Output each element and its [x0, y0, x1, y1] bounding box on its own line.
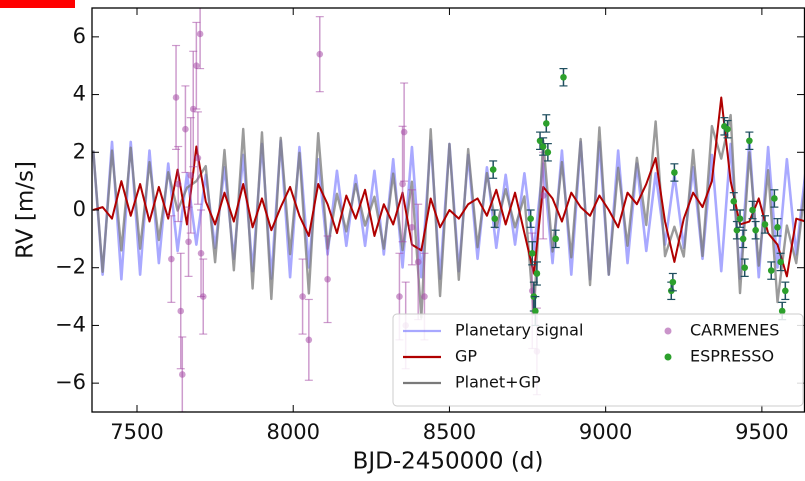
data-point — [560, 73, 567, 81]
y-tick-label: 0 — [73, 197, 86, 221]
legend-label: Planetary signal — [455, 321, 583, 340]
data-point — [671, 169, 678, 176]
data-point — [178, 371, 186, 378]
data-point — [421, 293, 428, 300]
data-point — [739, 235, 747, 243]
data-point — [408, 224, 416, 231]
data-point — [542, 120, 550, 127]
data-point — [185, 238, 192, 246]
data-point — [774, 224, 781, 231]
data-point — [400, 128, 408, 136]
data-point — [771, 195, 778, 202]
legend-marker — [664, 353, 672, 361]
y-tick-label: −4 — [55, 312, 86, 336]
data-point — [552, 235, 559, 243]
data-point — [749, 206, 756, 214]
x-tick-label: 9000 — [579, 420, 632, 444]
data-point — [724, 125, 731, 133]
data-point — [539, 192, 547, 199]
legend-label: GP — [455, 347, 477, 366]
data-point — [396, 293, 403, 300]
data-point — [782, 287, 789, 295]
data-point — [746, 137, 753, 145]
data-point — [194, 154, 202, 162]
data-point — [172, 94, 180, 101]
data-point — [489, 166, 497, 173]
data-point — [197, 249, 205, 257]
data-point — [187, 172, 195, 179]
y-axis-label: RV [m/s] — [13, 161, 39, 259]
data-point — [733, 226, 741, 234]
data-point — [491, 215, 499, 222]
legend-marker — [664, 327, 672, 335]
y-tick-label: 4 — [73, 82, 86, 106]
x-tick-label: 7500 — [110, 420, 163, 444]
data-point — [777, 258, 784, 266]
data-point — [528, 249, 536, 257]
legend-label: Planet+GP — [455, 373, 541, 392]
data-point — [736, 215, 744, 222]
data-point — [767, 267, 775, 274]
data-point — [199, 293, 207, 300]
data-point — [752, 226, 759, 234]
x-tick-label: 8500 — [423, 420, 476, 444]
data-point — [168, 255, 175, 263]
data-point — [669, 278, 677, 286]
series-line — [92, 113, 805, 319]
y-tick-label: −2 — [55, 255, 86, 279]
y-tick-label: 2 — [73, 139, 86, 163]
x-tick-label: 9500 — [735, 420, 788, 444]
data-point — [533, 270, 541, 277]
data-point — [414, 258, 422, 266]
data-point — [741, 264, 748, 272]
corner-marker — [0, 0, 75, 8]
data-point — [305, 336, 313, 344]
data-point — [174, 180, 182, 188]
data-point — [399, 180, 406, 188]
legend-label: ESPRESSO — [690, 347, 774, 366]
legend-box — [392, 313, 804, 407]
data-point — [730, 198, 738, 205]
data-point — [182, 125, 189, 133]
data-point — [177, 307, 185, 315]
data-point — [193, 62, 200, 70]
data-point — [196, 30, 204, 38]
data-point — [536, 137, 544, 145]
x-axis-label: BJD-2450000 (d) — [353, 449, 544, 475]
x-tick-label: 8000 — [266, 420, 319, 444]
data-point — [778, 307, 786, 315]
y-tick-label: −6 — [55, 370, 86, 394]
data-point — [316, 50, 324, 58]
y-tick-label: 6 — [73, 24, 86, 48]
data-point — [761, 221, 769, 228]
data-point — [324, 275, 331, 283]
data-point — [532, 307, 539, 315]
legend-label: CARMENES — [690, 321, 779, 340]
data-point — [527, 215, 534, 222]
data-point — [539, 143, 547, 150]
data-point — [299, 293, 306, 300]
data-point — [544, 148, 552, 156]
series-line — [92, 96, 805, 278]
